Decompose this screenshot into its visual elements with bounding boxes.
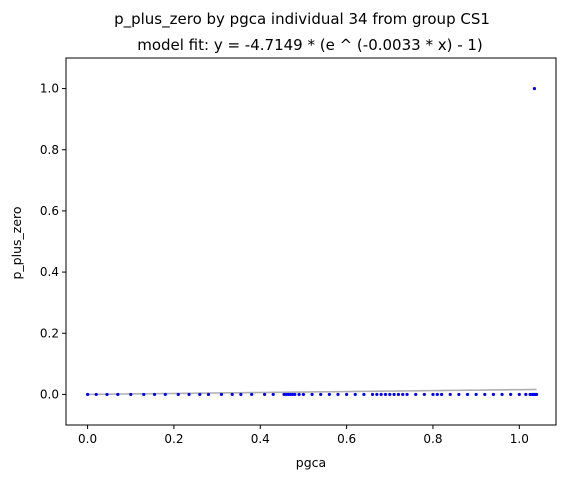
data-point (440, 393, 443, 396)
data-point (345, 393, 348, 396)
x-tick-label: 1.0 (510, 432, 529, 446)
data-point (293, 393, 296, 396)
data-point (105, 393, 108, 396)
x-tick-label: 0.4 (251, 432, 270, 446)
y-tick-label: 1.0 (40, 82, 59, 96)
data-point (524, 393, 527, 396)
data-point (95, 393, 98, 396)
x-tick-label: 0.6 (337, 432, 356, 446)
axis-ticks: 0.0 0.2 0.4 0.6 0.8 1.0 0.0 0.2 0.4 0.6 0.8 1.0 (40, 82, 529, 446)
data-point (336, 393, 339, 396)
data-point (116, 393, 119, 396)
x-axis-label: pgca (296, 455, 326, 470)
data-point (198, 393, 201, 396)
data-point (328, 393, 331, 396)
data-point (397, 393, 400, 396)
y-tick-label: 0.4 (40, 265, 59, 279)
data-point (431, 393, 434, 396)
data-point (142, 393, 145, 396)
data-point (371, 393, 374, 396)
data-point (466, 393, 469, 396)
data-point (483, 393, 486, 396)
x-tick-label: 0.8 (423, 432, 442, 446)
data-point (302, 393, 305, 396)
data-point (220, 393, 223, 396)
data-point (457, 393, 460, 396)
data-point (272, 393, 275, 396)
data-point (354, 393, 357, 396)
data-point (177, 393, 180, 396)
data-point (250, 393, 253, 396)
data-point (384, 393, 387, 396)
data-point (436, 393, 439, 396)
axes-frame (66, 58, 556, 425)
x-tick-label: 0.2 (164, 432, 183, 446)
plot-area (86, 87, 538, 396)
data-point (86, 393, 89, 396)
y-axis-label: p_plus_zero (9, 206, 24, 279)
data-point (263, 393, 266, 396)
data-point (153, 393, 156, 396)
data-point (500, 393, 503, 396)
data-point (388, 393, 391, 396)
data-point (380, 393, 383, 396)
data-point (475, 393, 478, 396)
y-tick-label: 0.6 (40, 204, 59, 218)
data-point (535, 393, 538, 396)
data-point (164, 393, 167, 396)
y-tick-label: 0.0 (40, 387, 59, 401)
data-point (492, 393, 495, 396)
y-tick-label: 0.8 (40, 143, 59, 157)
data-point (362, 393, 365, 396)
data-point (298, 393, 301, 396)
data-point (414, 393, 417, 396)
data-point (187, 393, 190, 396)
chart-title: p_plus_zero by pgca individual 34 from g… (114, 10, 490, 29)
chart-subtitle: model fit: y = -4.7149 * (e ^ (-0.0033 *… (137, 36, 483, 54)
data-point (449, 393, 452, 396)
y-tick-label: 0.2 (40, 326, 59, 340)
x-tick-label: 0.0 (78, 432, 97, 446)
data-point (231, 393, 234, 396)
data-point (423, 393, 426, 396)
data-point (319, 393, 322, 396)
data-point (509, 393, 512, 396)
data-point (375, 393, 378, 396)
data-point (239, 393, 242, 396)
data-point (401, 393, 404, 396)
data-point (518, 393, 521, 396)
data-point (129, 393, 132, 396)
data-point (533, 87, 536, 90)
data-point (405, 393, 408, 396)
data-point (207, 393, 210, 396)
data-point (393, 393, 396, 396)
data-point (310, 393, 313, 396)
